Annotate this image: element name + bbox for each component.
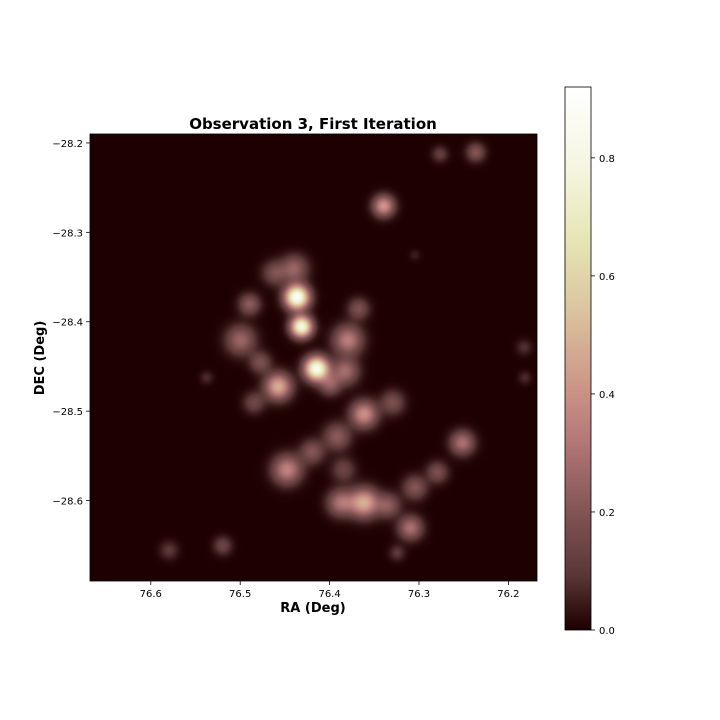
- y-tick-label: −28.2: [52, 139, 83, 150]
- colorbar-tick-label: 0.6: [599, 272, 615, 283]
- colorbar-gradient: [565, 87, 591, 630]
- colorbar-tick-label: 0.2: [599, 508, 615, 519]
- x-tick-label: 76.5: [229, 589, 251, 600]
- x-tick-label: 76.6: [140, 589, 162, 600]
- x-axis-label: RA (Deg): [280, 601, 345, 616]
- colorbar-tick-label: 0.0: [599, 626, 615, 637]
- y-tick-label: −28.6: [52, 497, 83, 508]
- x-tick-label: 76.3: [408, 589, 430, 600]
- colorbar: [564, 86, 592, 631]
- x-axis: 76.6 76.5 76.4 76.3 76.2: [140, 581, 520, 600]
- y-axis-label: DEC (Deg): [33, 321, 48, 396]
- plot-area: [89, 133, 538, 582]
- colorbar-frame: [564, 86, 592, 631]
- plot-frame: [89, 133, 538, 582]
- y-tick-label: −28.3: [52, 228, 83, 239]
- y-tick-label: −28.4: [52, 318, 83, 329]
- y-tick-label: −28.5: [52, 407, 83, 418]
- colorbar-tick-label: 0.4: [599, 390, 615, 401]
- colorbar-tick-label: 0.8: [599, 154, 615, 165]
- heatmap-image: [90, 134, 537, 581]
- colorbar-ticks: 0.0 0.2 0.4 0.6 0.8: [591, 154, 615, 637]
- x-tick-label: 76.4: [318, 589, 340, 600]
- x-tick-label: 76.2: [497, 589, 519, 600]
- y-axis: −28.2 −28.3 −28.4 −28.5 −28.6: [52, 139, 90, 508]
- chart-title: Observation 3, First Iteration: [189, 115, 437, 133]
